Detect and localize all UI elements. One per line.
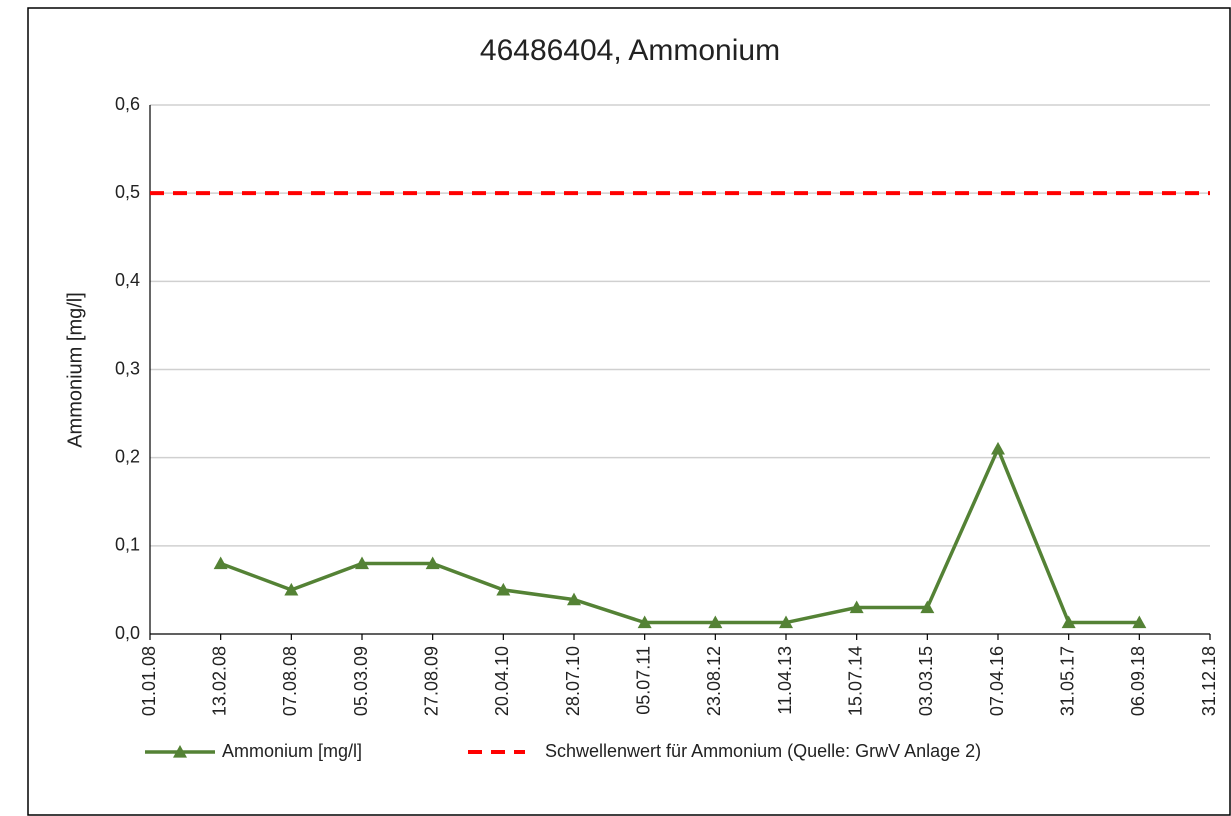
y-tick-label: 0,4 bbox=[115, 270, 140, 290]
data-point bbox=[355, 556, 369, 570]
data-point bbox=[708, 615, 723, 629]
data-point bbox=[425, 556, 440, 570]
x-tick-label: 11.04.13 bbox=[775, 646, 795, 715]
data-point bbox=[1132, 615, 1147, 629]
legend-marker bbox=[173, 745, 187, 758]
x-tick-label: 28.07.10 bbox=[563, 646, 583, 716]
data-point bbox=[920, 600, 935, 614]
chart-title: 46486404, Ammonium bbox=[480, 34, 780, 67]
x-tick-label: 23.08.12 bbox=[704, 646, 724, 716]
x-tick-label: 07.04.16 bbox=[987, 646, 1007, 716]
series-line bbox=[220, 444, 1140, 625]
data-point bbox=[779, 615, 793, 629]
data-point bbox=[213, 556, 228, 570]
data-point bbox=[567, 592, 581, 606]
y-tick-label: 0,6 bbox=[115, 94, 140, 114]
legend-label: Schwellenwert für Ammonium (Quelle: GrwV… bbox=[545, 741, 981, 761]
x-tick-label: 20.04.10 bbox=[492, 646, 512, 716]
x-tick-label: 27.08.09 bbox=[421, 646, 441, 716]
x-tick-label: 13.02.08 bbox=[209, 646, 229, 716]
data-point bbox=[849, 600, 864, 614]
data-point bbox=[991, 441, 1005, 455]
x-tick-label: 05.03.09 bbox=[351, 646, 371, 716]
x-tick-label: 06.09.18 bbox=[1128, 646, 1148, 716]
chart-frame bbox=[27, 7, 1231, 816]
y-tick-label: 0,0 bbox=[115, 623, 140, 643]
data-point bbox=[284, 582, 299, 596]
y-tick-label: 0,5 bbox=[115, 182, 140, 202]
data-point bbox=[1061, 615, 1076, 629]
data-point bbox=[637, 615, 652, 629]
data-point bbox=[496, 582, 511, 596]
x-tick-label: 15.07.14 bbox=[845, 646, 865, 716]
y-tick-label: 0,3 bbox=[115, 358, 140, 378]
x-tick-label: 31.12.18 bbox=[1199, 646, 1219, 716]
x-tick-label: 03.03.15 bbox=[916, 646, 936, 716]
x-tick-label: 05.07.11 bbox=[633, 646, 653, 715]
x-tick-label: 07.08.08 bbox=[280, 646, 300, 716]
y-axis-label: Ammonium [mg/l] bbox=[64, 292, 86, 448]
y-tick-label: 0,2 bbox=[115, 446, 140, 466]
legend-label: Ammonium [mg/l] bbox=[222, 741, 362, 761]
y-tick-label: 0,1 bbox=[115, 535, 140, 555]
x-tick-label: 01.01.08 bbox=[139, 646, 159, 716]
x-tick-label: 31.05.17 bbox=[1057, 646, 1077, 716]
